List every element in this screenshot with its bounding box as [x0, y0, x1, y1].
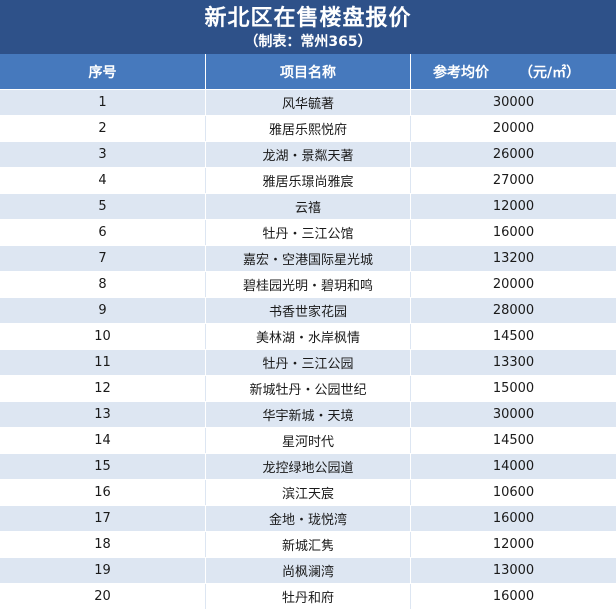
cell-project-name: 碧桂园光明・碧玥和鸣: [206, 272, 411, 297]
cell-price: 14500: [492, 329, 535, 344]
cell-index: 19: [0, 558, 206, 583]
cell-price: 28000: [492, 303, 535, 318]
cell-price: 30000: [492, 407, 535, 422]
cell-price: 15000: [492, 381, 535, 396]
column-header-price: 参考均价 （元/㎡）: [411, 54, 616, 89]
cell-index: 10: [0, 324, 206, 349]
table-row: 19 尚枫澜湾 13000: [0, 558, 616, 584]
cell-project-name: 新城牡丹・公园世纪: [206, 376, 411, 401]
table-row: 18 新城汇隽 12000: [0, 532, 616, 558]
table-row: 10 美林湖・水岸枫情 14500: [0, 324, 616, 350]
cell-index: 15: [0, 454, 206, 479]
column-header-name: 项目名称: [206, 54, 411, 89]
cell-index: 4: [0, 168, 206, 193]
cell-project-name: 星河时代: [206, 428, 411, 453]
cell-price: 12000: [492, 199, 535, 214]
cell-project-name: 云禧: [206, 194, 411, 219]
cell-price: 13000: [492, 563, 535, 578]
cell-index: 1: [0, 90, 206, 115]
cell-index: 18: [0, 532, 206, 557]
cell-price: 13300: [492, 355, 535, 370]
cell-index: 14: [0, 428, 206, 453]
table-row: 17 金地・珑悦湾 16000: [0, 506, 616, 532]
cell-project-name: 金地・珑悦湾: [206, 506, 411, 531]
table-row: 1 风华毓著 30000: [0, 90, 616, 116]
cell-price: 10600: [492, 485, 535, 500]
table-row: 15 龙控绿地公园道 14000: [0, 454, 616, 480]
cell-price: 30000: [492, 95, 535, 110]
cell-project-name: 华宇新城・天境: [206, 402, 411, 427]
cell-price: 16000: [492, 589, 535, 604]
cell-index: 5: [0, 194, 206, 219]
cell-index: 16: [0, 480, 206, 505]
table-row: 7 嘉宏・空港国际星光城 13200: [0, 246, 616, 272]
cell-project-name: 牡丹・三江公园: [206, 350, 411, 375]
table-header: 新北区在售楼盘报价 （制表：常州365）: [0, 0, 616, 54]
cell-project-name: 滨江天宸: [206, 480, 411, 505]
table-row: 16 滨江天宸 10600: [0, 480, 616, 506]
cell-price: 14500: [492, 433, 535, 448]
table-row: 14 星河时代 14500: [0, 428, 616, 454]
cell-index: 2: [0, 116, 206, 141]
table-row: 5 云禧 12000: [0, 194, 616, 220]
cell-index: 6: [0, 220, 206, 245]
cell-index: 9: [0, 298, 206, 323]
cell-index: 12: [0, 376, 206, 401]
table-row: 11 牡丹・三江公园 13300: [0, 350, 616, 376]
table-row: 12 新城牡丹・公园世纪 15000: [0, 376, 616, 402]
cell-price: 26000: [492, 147, 535, 162]
cell-project-name: 嘉宏・空港国际星光城: [206, 246, 411, 271]
cell-index: 20: [0, 584, 206, 609]
cell-price: 14000: [492, 459, 535, 474]
cell-price: 16000: [492, 225, 535, 240]
cell-project-name: 龙湖・景粼天著: [206, 142, 411, 167]
cell-price: 27000: [492, 173, 535, 188]
table-subtitle: （制表：常州365）: [244, 34, 372, 50]
cell-index: 11: [0, 350, 206, 375]
table-row: 6 牡丹・三江公馆 16000: [0, 220, 616, 246]
cell-index: 17: [0, 506, 206, 531]
table-row: 3 龙湖・景粼天著 26000: [0, 142, 616, 168]
table-row: 2 雅居乐熙悦府 20000: [0, 116, 616, 142]
cell-price: 12000: [492, 537, 535, 552]
cell-project-name: 尚枫澜湾: [206, 558, 411, 583]
column-header-row: 序号 项目名称 参考均价 （元/㎡）: [0, 54, 616, 90]
table-row: 9 书香世家花园 28000: [0, 298, 616, 324]
cell-project-name: 新城汇隽: [206, 532, 411, 557]
cell-index: 3: [0, 142, 206, 167]
table-row: 13 华宇新城・天境 30000: [0, 402, 616, 428]
cell-project-name: 雅居乐熙悦府: [206, 116, 411, 141]
table-body: 1 风华毓著 30000 2 雅居乐熙悦府 20000 3 龙湖・景粼天著 26000 4 雅居乐璟…: [0, 90, 616, 610]
cell-price: 13200: [492, 251, 535, 266]
cell-project-name: 龙控绿地公园道: [206, 454, 411, 479]
column-header-price-unit: （元/㎡）: [519, 64, 581, 81]
cell-project-name: 书香世家花园: [206, 298, 411, 323]
column-header-price-label: 参考均价: [433, 64, 489, 81]
cell-index: 8: [0, 272, 206, 297]
table-row: 20 牡丹和府 16000: [0, 584, 616, 610]
cell-project-name: 美林湖・水岸枫情: [206, 324, 411, 349]
table-row: 4 雅居乐璟尚雅宸 27000: [0, 168, 616, 194]
cell-project-name: 风华毓著: [206, 90, 411, 115]
column-header-index: 序号: [0, 54, 206, 89]
cell-project-name: 牡丹・三江公馆: [206, 220, 411, 245]
table-title: 新北区在售楼盘报价: [204, 5, 412, 31]
cell-price: 20000: [492, 121, 535, 136]
cell-project-name: 牡丹和府: [206, 584, 411, 609]
cell-index: 7: [0, 246, 206, 271]
cell-price: 16000: [492, 511, 535, 526]
table-row: 8 碧桂园光明・碧玥和鸣 20000: [0, 272, 616, 298]
cell-price: 20000: [492, 277, 535, 292]
cell-project-name: 雅居乐璟尚雅宸: [206, 168, 411, 193]
cell-index: 13: [0, 402, 206, 427]
